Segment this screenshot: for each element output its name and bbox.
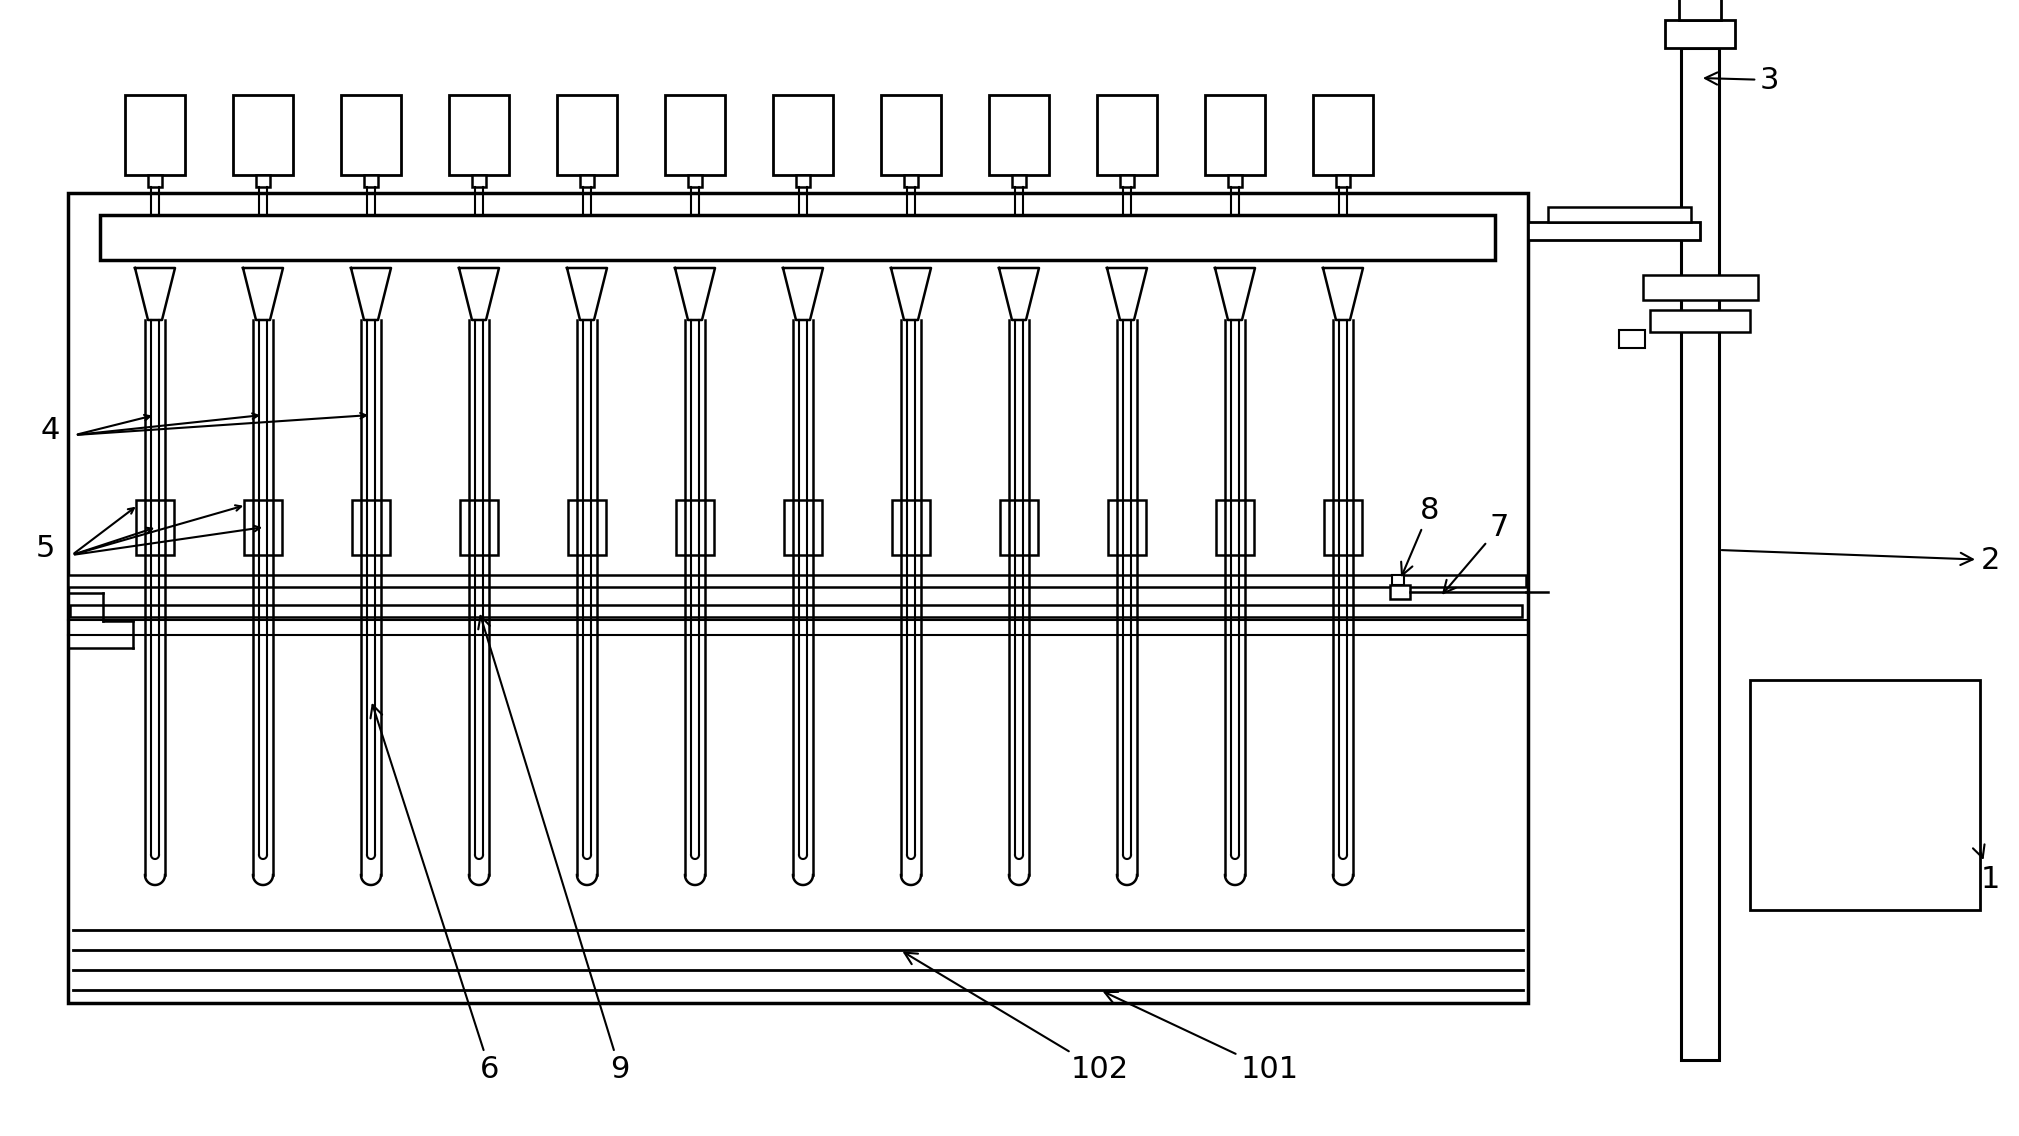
Bar: [892, 500, 931, 556]
Polygon shape: [567, 268, 608, 320]
Polygon shape: [458, 268, 499, 320]
Text: 5: 5: [36, 534, 55, 562]
Bar: [783, 500, 822, 556]
Text: 7: 7: [1444, 512, 1510, 593]
Bar: [1012, 175, 1026, 187]
Bar: [1528, 222, 1700, 240]
Polygon shape: [1215, 268, 1256, 320]
Polygon shape: [351, 268, 392, 320]
Text: 4: 4: [40, 416, 61, 444]
Text: 102: 102: [905, 953, 1129, 1085]
Bar: [71, 605, 1522, 617]
Bar: [1619, 329, 1645, 348]
Polygon shape: [674, 268, 715, 320]
Bar: [351, 500, 390, 556]
Bar: [256, 175, 271, 187]
Bar: [688, 175, 703, 187]
Polygon shape: [890, 268, 931, 320]
Bar: [1549, 207, 1692, 222]
Bar: [557, 95, 618, 175]
Bar: [472, 175, 487, 187]
Bar: [1205, 95, 1266, 175]
Bar: [1750, 680, 1981, 910]
Text: 8: 8: [1401, 495, 1440, 575]
Bar: [448, 95, 509, 175]
Bar: [567, 500, 606, 556]
Bar: [341, 95, 402, 175]
Bar: [135, 500, 174, 556]
Bar: [579, 175, 594, 187]
Bar: [1215, 500, 1254, 556]
Bar: [1228, 175, 1242, 187]
Bar: [1324, 500, 1363, 556]
Bar: [101, 215, 1494, 260]
Bar: [460, 500, 499, 556]
Bar: [1108, 500, 1147, 556]
Bar: [999, 500, 1038, 556]
Bar: [795, 175, 810, 187]
Bar: [1680, 0, 1720, 20]
Polygon shape: [999, 268, 1040, 320]
Bar: [1337, 175, 1351, 187]
Bar: [1389, 585, 1409, 599]
Bar: [1121, 175, 1135, 187]
Bar: [880, 95, 941, 175]
Bar: [989, 95, 1050, 175]
Bar: [1096, 95, 1157, 175]
Bar: [676, 500, 715, 556]
Polygon shape: [1106, 268, 1147, 320]
Polygon shape: [135, 268, 176, 320]
Polygon shape: [783, 268, 824, 320]
Bar: [773, 95, 834, 175]
Bar: [69, 193, 1528, 1003]
Bar: [244, 500, 283, 556]
Bar: [363, 175, 378, 187]
Text: 101: 101: [1104, 992, 1298, 1085]
Text: 6: 6: [371, 704, 499, 1085]
Bar: [232, 95, 293, 175]
Bar: [905, 175, 919, 187]
Text: 1: 1: [1973, 844, 2001, 894]
Text: 9: 9: [479, 616, 630, 1085]
Bar: [1391, 575, 1403, 585]
Bar: [1312, 95, 1373, 175]
Bar: [1666, 20, 1734, 48]
Bar: [1650, 310, 1750, 332]
Bar: [664, 95, 725, 175]
Bar: [1682, 48, 1718, 1060]
Text: 3: 3: [1706, 66, 1779, 94]
Bar: [69, 575, 1526, 587]
Bar: [147, 175, 162, 187]
Polygon shape: [242, 268, 283, 320]
Bar: [125, 95, 186, 175]
Bar: [1643, 275, 1759, 300]
Polygon shape: [1322, 268, 1363, 320]
Text: 2: 2: [1722, 545, 2001, 575]
